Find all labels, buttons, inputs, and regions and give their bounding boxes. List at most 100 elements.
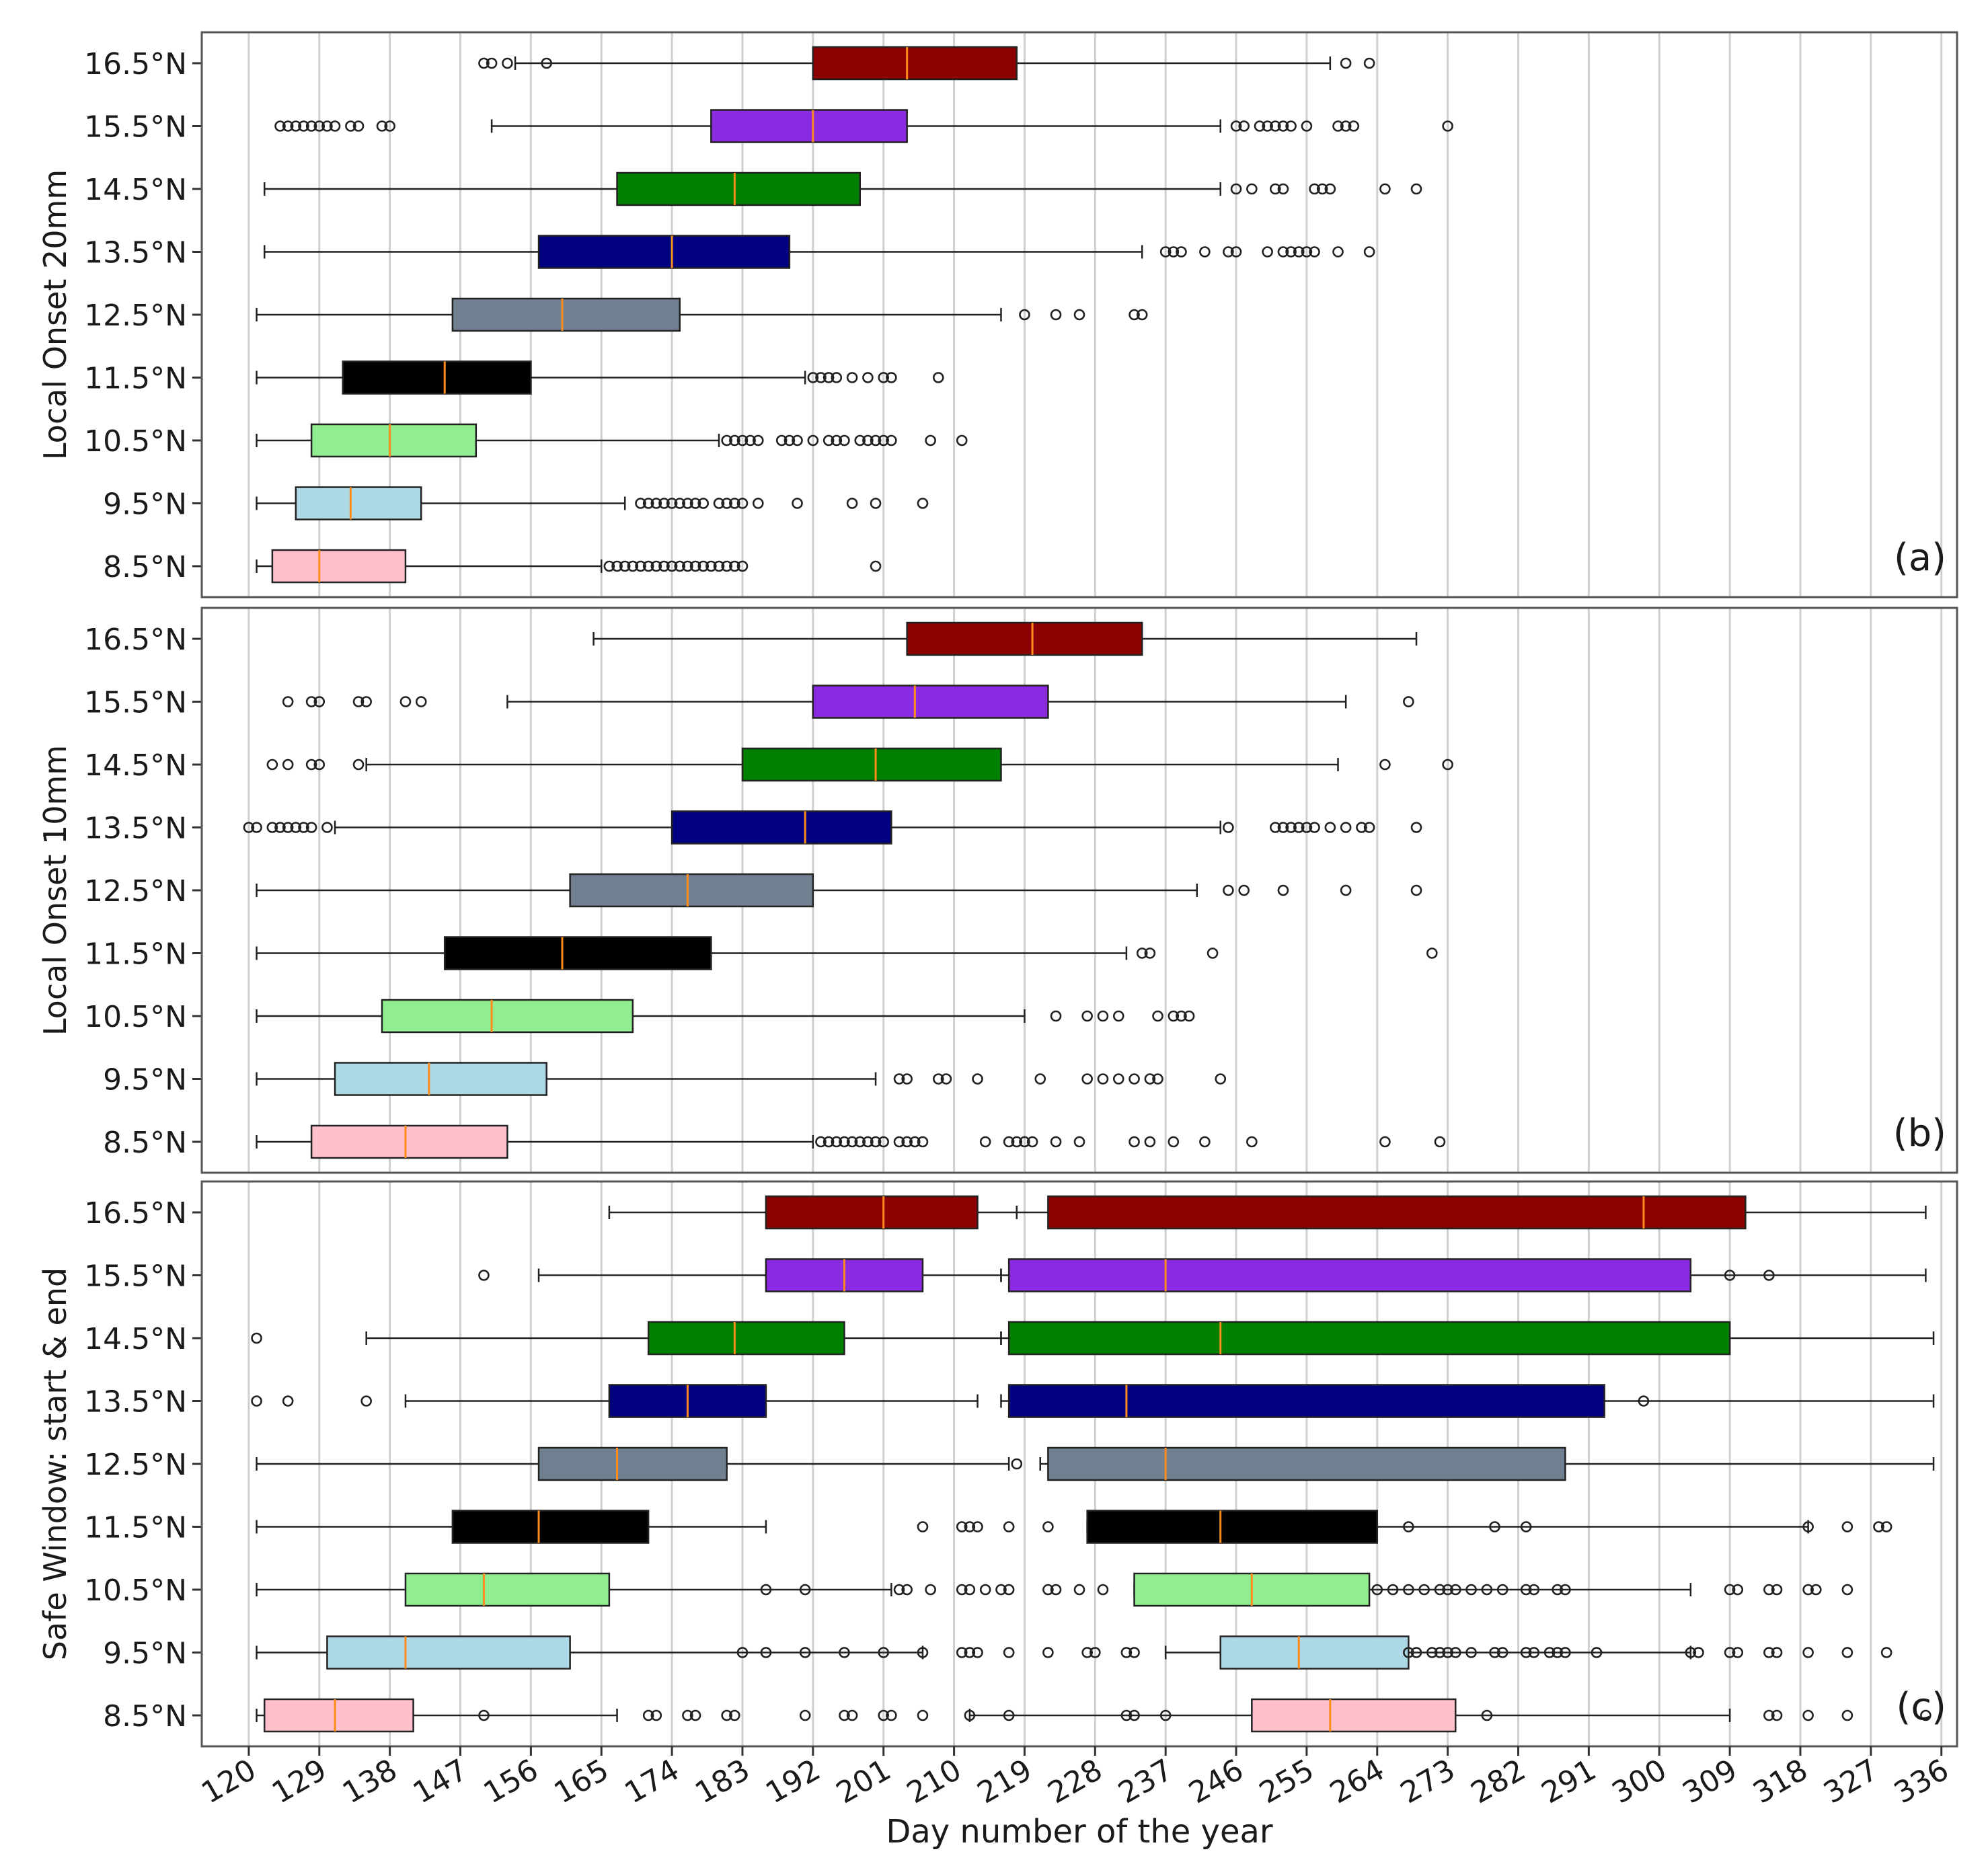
- x-tick-label: 174: [619, 1752, 685, 1810]
- outlier-point: [713, 560, 725, 572]
- box-15.5: [282, 685, 1414, 719]
- outlier-point: [1442, 759, 1453, 771]
- outlier-point: [956, 1521, 968, 1532]
- outlier-point: [1309, 246, 1320, 258]
- outlier-point: [305, 696, 317, 707]
- outlier-point: [627, 560, 639, 572]
- outlier-point: [541, 57, 552, 69]
- outlier-point: [1019, 1136, 1030, 1148]
- x-tick-label: 129: [266, 1752, 332, 1810]
- outlier-point: [886, 1709, 897, 1721]
- outlier-point: [878, 434, 890, 446]
- y-axis-title: Safe Window: start & end: [37, 1268, 73, 1660]
- y-tick-label: 14.5°N: [84, 748, 187, 783]
- panel-label: (b): [1893, 1112, 1946, 1155]
- panels-layer: 16.5°N 15.5°N 14.5°N 13.5°N 12.5°N 11.5°N 10.5…: [37, 31, 1958, 1748]
- outlier-point: [360, 1395, 372, 1407]
- outlier-point: [956, 434, 968, 446]
- y-tick-label: 15.5°N: [84, 1259, 187, 1294]
- outlier-point: [1011, 1458, 1023, 1470]
- outlier-point: [979, 1584, 991, 1596]
- outlier-point: [839, 434, 850, 446]
- box-16.5: [478, 46, 1375, 81]
- y-tick-label: 15.5°N: [84, 686, 187, 720]
- outlier-point: [1442, 120, 1453, 132]
- outlier-point: [729, 498, 740, 509]
- outlier-point: [807, 434, 819, 446]
- y-tick-label: 11.5°N: [84, 937, 187, 972]
- outlier-point: [478, 1270, 490, 1281]
- outlier-point: [1168, 1010, 1180, 1022]
- outlier-point: [1403, 1521, 1414, 1532]
- outlier-point: [1309, 822, 1320, 833]
- outlier-point: [1324, 183, 1336, 195]
- outlier-point: [964, 1647, 976, 1658]
- outlier-point: [282, 696, 294, 707]
- outlier-point: [1449, 1647, 1461, 1658]
- outlier-point: [956, 1647, 968, 1658]
- outlier-point: [1003, 1709, 1015, 1721]
- box-14.5-end: [1000, 1321, 1935, 1356]
- outlier-point: [305, 822, 317, 833]
- outlier-point: [956, 1584, 968, 1596]
- iqr-box: [1251, 1698, 1457, 1733]
- outlier-point: [251, 822, 262, 833]
- outlier-point: [1528, 1647, 1540, 1658]
- outlier-point: [1403, 1647, 1414, 1658]
- outlier-point: [1120, 1709, 1133, 1721]
- outlier-point: [689, 1709, 701, 1721]
- outlier-point: [1159, 1709, 1172, 1721]
- box-13.5: [243, 810, 1422, 845]
- y-tick-label: 12.5°N: [84, 874, 187, 908]
- outlier-point: [274, 822, 286, 833]
- outlier-point: [893, 1136, 905, 1148]
- box-14.5-start: [251, 1321, 1002, 1356]
- panel-label: (a): [1894, 536, 1946, 580]
- outlier-point: [932, 1073, 944, 1085]
- outlier-point: [1144, 947, 1156, 959]
- outlier-point: [925, 434, 936, 446]
- outlier-point: [305, 120, 317, 132]
- outlier-point: [1496, 1647, 1508, 1658]
- outlier-point: [846, 1709, 858, 1721]
- outlier-point: [1434, 1647, 1446, 1658]
- outlier-point: [1379, 759, 1391, 771]
- outlier-point: [1434, 1136, 1446, 1148]
- outlier-point: [1230, 183, 1242, 195]
- outlier-point: [729, 1709, 740, 1721]
- outlier-point: [682, 560, 693, 572]
- outlier-point: [642, 560, 654, 572]
- outlier-point: [1277, 884, 1289, 896]
- outlier-point: [705, 560, 717, 572]
- outlier-point: [1003, 1584, 1015, 1596]
- iqr-box: [295, 486, 422, 520]
- outlier-point: [603, 560, 615, 572]
- box-12.5: [256, 873, 1422, 908]
- outlier-point: [917, 498, 929, 509]
- outlier-point: [1246, 183, 1258, 195]
- outlier-point: [666, 498, 678, 509]
- box-9.5-start: [256, 1635, 1140, 1670]
- outlier-point: [1552, 1647, 1564, 1658]
- iqr-box: [616, 171, 861, 206]
- outlier-point: [1050, 309, 1062, 321]
- y-tick-label: 8.5°N: [103, 1699, 187, 1734]
- outlier-point: [274, 120, 286, 132]
- box-8.5-end: [968, 1698, 1932, 1733]
- outlier-point: [846, 1136, 858, 1148]
- outlier-point: [682, 1709, 693, 1721]
- x-tick-label: 264: [1324, 1752, 1390, 1810]
- outlier-point: [1348, 120, 1360, 132]
- outlier-point: [1552, 1584, 1564, 1596]
- outlier-point: [831, 1136, 843, 1148]
- outlier-point: [1309, 183, 1320, 195]
- outlier-point: [729, 434, 740, 446]
- iqr-box: [451, 297, 681, 332]
- outlier-point: [1520, 1584, 1532, 1596]
- box-11.5-end: [1086, 1510, 1893, 1544]
- y-tick-label: 12.5°N: [84, 299, 187, 333]
- outlier-point: [1223, 246, 1234, 258]
- outlier-point: [1019, 309, 1030, 321]
- outlier-point: [1152, 1073, 1163, 1085]
- outlier-point: [1387, 1584, 1399, 1596]
